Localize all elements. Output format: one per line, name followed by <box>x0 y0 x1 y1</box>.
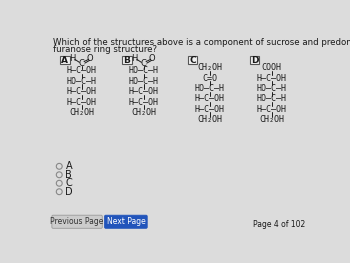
Text: COOH: COOH <box>261 63 282 72</box>
Text: A: A <box>65 161 72 171</box>
Text: H–C–OH: H–C–OH <box>67 98 97 107</box>
Text: Next Page: Next Page <box>106 217 145 226</box>
Text: H: H <box>69 54 76 63</box>
Text: HO–C–H: HO–C–H <box>257 94 287 103</box>
FancyBboxPatch shape <box>52 215 102 228</box>
Text: C: C <box>189 55 196 64</box>
Text: CH₂OH: CH₂OH <box>197 115 222 124</box>
Text: Previous Page: Previous Page <box>50 217 104 226</box>
Text: HO–C–H: HO–C–H <box>257 84 287 93</box>
Text: H–C–OH: H–C–OH <box>257 74 287 83</box>
Text: B: B <box>123 55 130 64</box>
Text: CH₂OH: CH₂OH <box>259 115 284 124</box>
Text: H–C–OH: H–C–OH <box>257 105 287 114</box>
Text: HO–C–H: HO–C–H <box>67 77 97 86</box>
Text: HO–C–H: HO–C–H <box>195 84 225 93</box>
Text: C: C <box>65 178 72 188</box>
Text: D: D <box>65 187 73 197</box>
FancyBboxPatch shape <box>105 215 147 228</box>
Text: H–C–OH: H–C–OH <box>67 66 97 75</box>
Text: CH₂OH: CH₂OH <box>131 108 156 117</box>
Text: C=O: C=O <box>202 74 217 83</box>
Text: H–C–OH: H–C–OH <box>129 87 159 96</box>
Text: O: O <box>149 54 155 63</box>
Text: Which of the structures above is a component of sucrose and predominantly forms : Which of the structures above is a compo… <box>53 38 350 47</box>
Text: B: B <box>65 170 72 180</box>
Text: HO–C–H: HO–C–H <box>129 77 159 86</box>
Text: D: D <box>251 55 258 64</box>
Text: C: C <box>79 59 85 68</box>
Text: A: A <box>61 55 68 64</box>
Text: CH₂OH: CH₂OH <box>197 63 222 72</box>
Text: C: C <box>141 59 147 68</box>
FancyBboxPatch shape <box>250 56 259 64</box>
FancyBboxPatch shape <box>188 56 197 64</box>
FancyBboxPatch shape <box>122 56 132 64</box>
Text: H: H <box>131 54 138 63</box>
Text: H–C–OH: H–C–OH <box>195 94 225 103</box>
Text: H–C–OH: H–C–OH <box>67 87 97 96</box>
Text: HO–C–H: HO–C–H <box>129 66 159 75</box>
FancyBboxPatch shape <box>60 56 70 64</box>
Text: CH₂OH: CH₂OH <box>69 108 94 117</box>
Text: Page 4 of 102: Page 4 of 102 <box>253 220 306 229</box>
Text: H–C–OH: H–C–OH <box>129 98 159 107</box>
Text: furanose ring structure?: furanose ring structure? <box>53 45 157 54</box>
Text: H–C–OH: H–C–OH <box>195 105 225 114</box>
Text: O: O <box>87 54 93 63</box>
